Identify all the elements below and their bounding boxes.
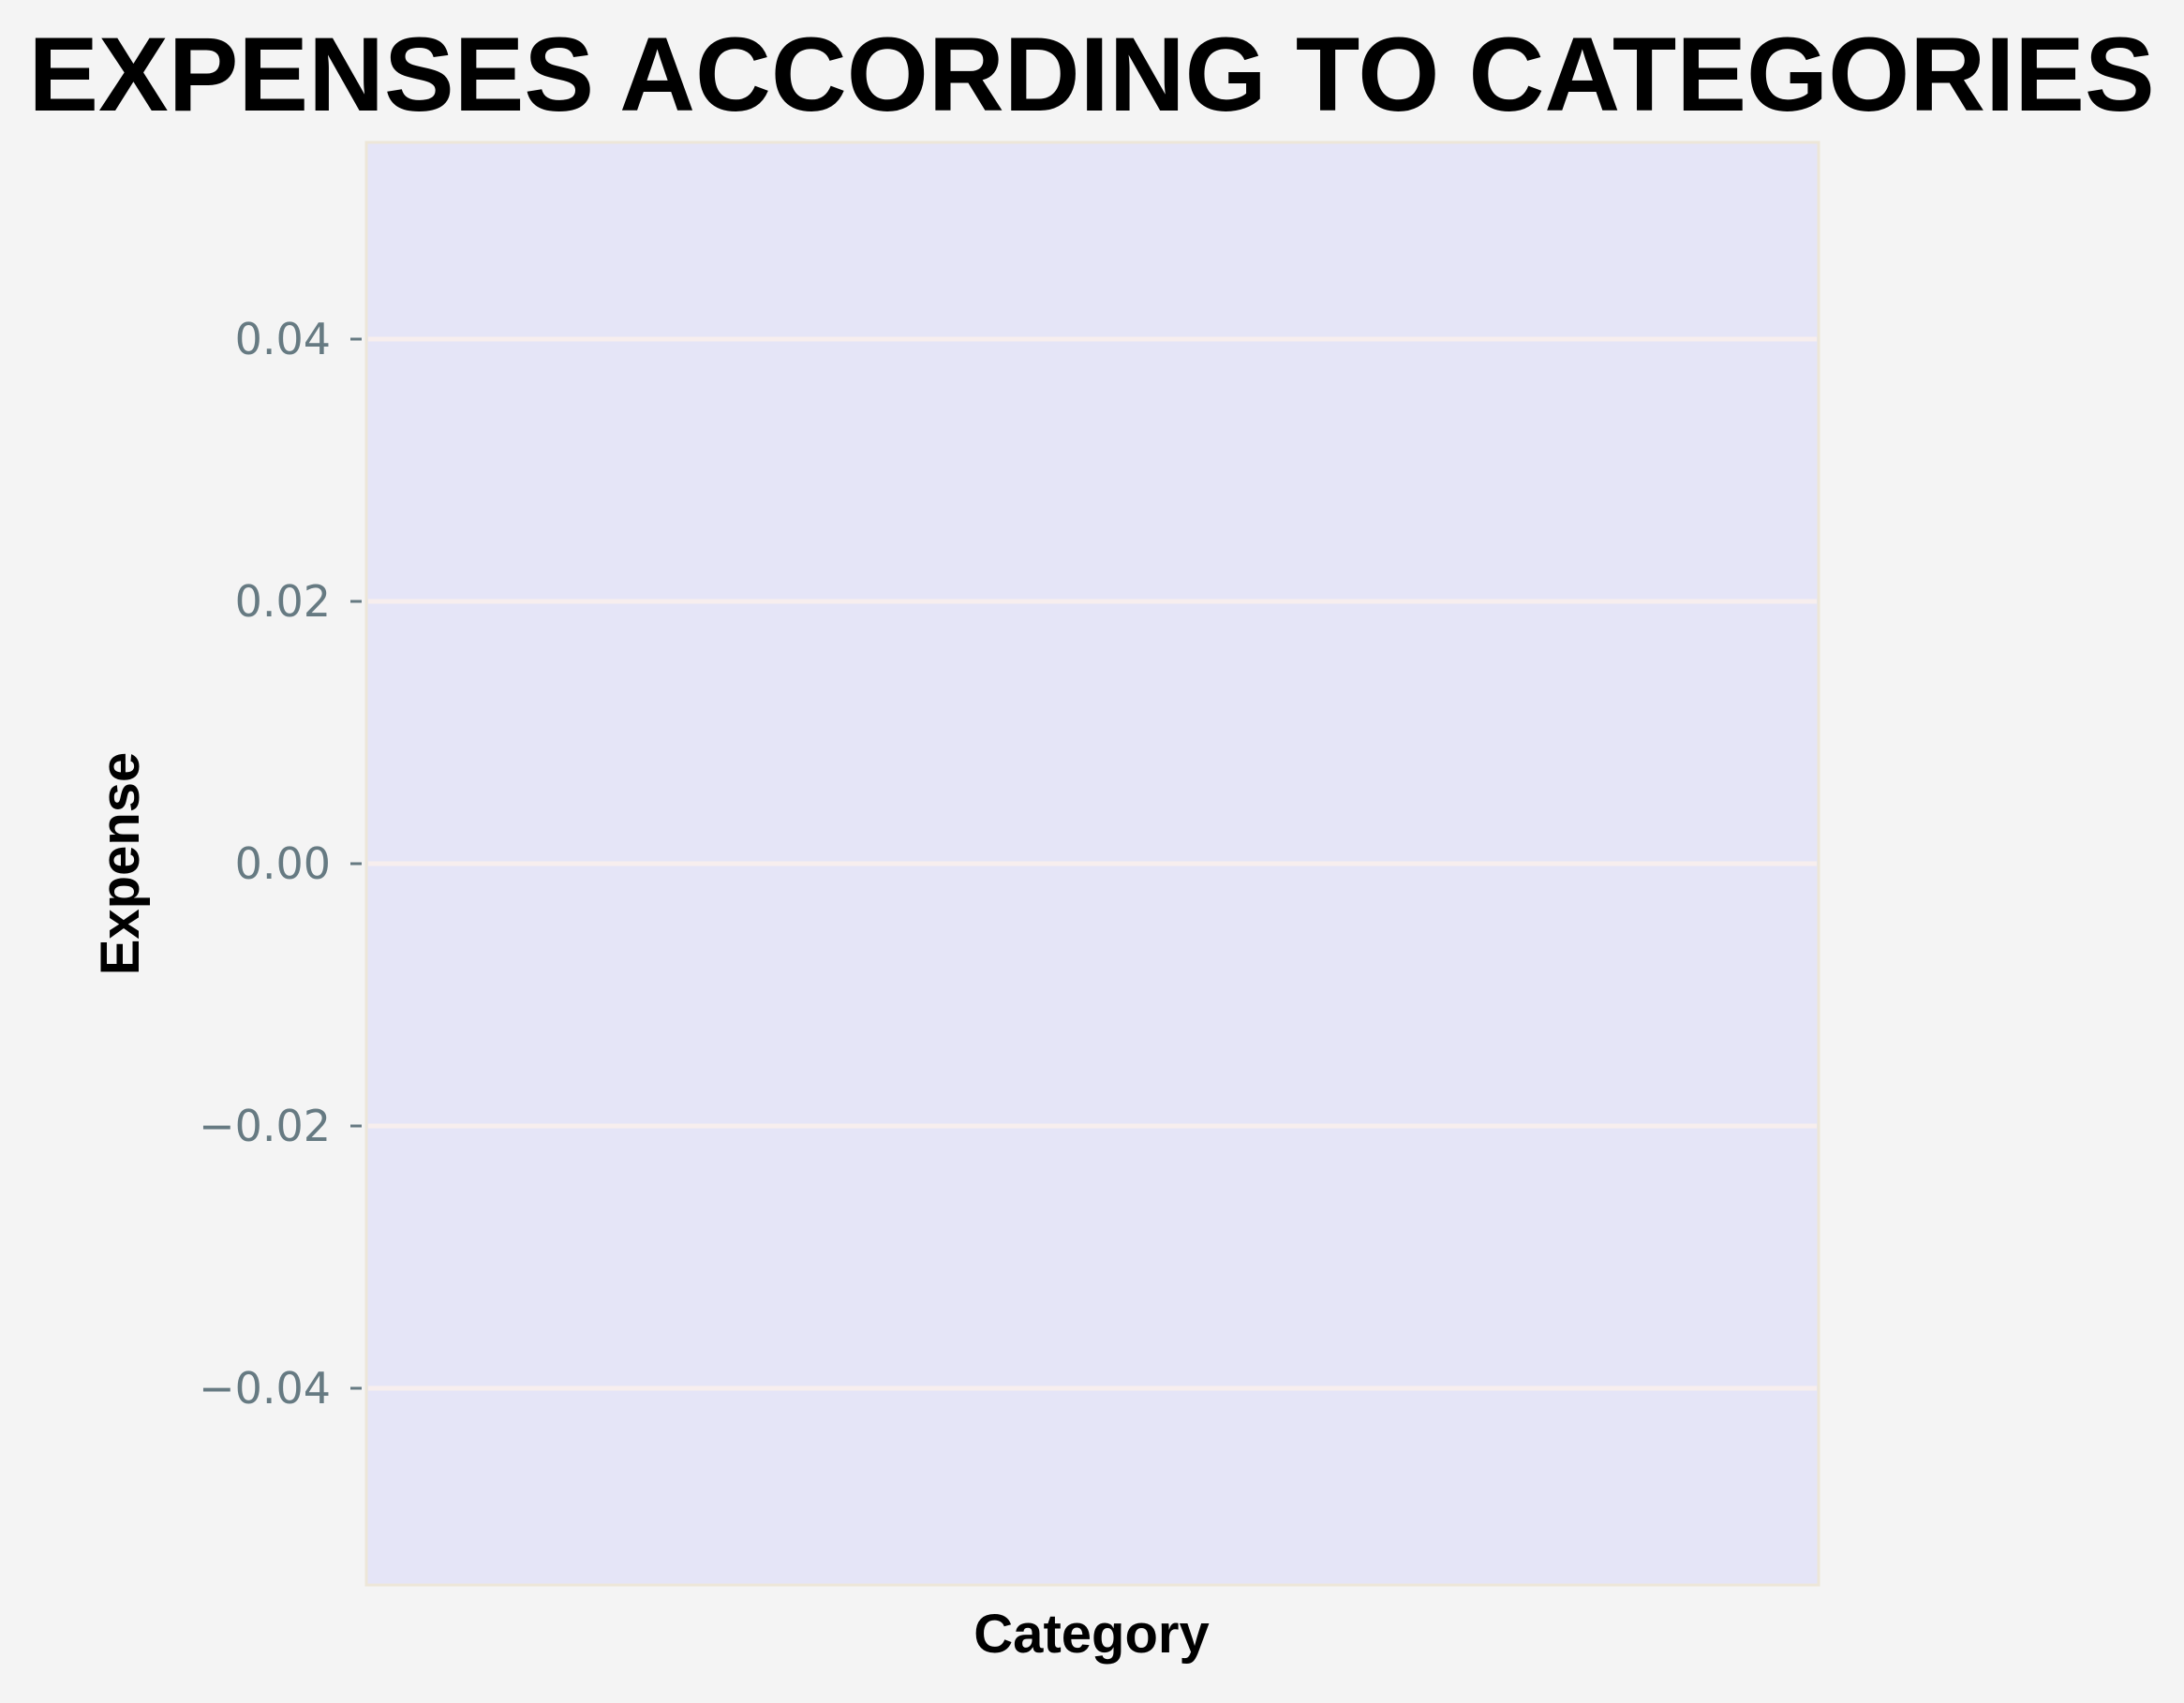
y-axis-label: Expense — [90, 752, 151, 976]
y-tick-label: −0.04 — [199, 1363, 331, 1414]
y-tick-label: 0.02 — [235, 576, 331, 627]
y-tick-label: 0.00 — [235, 838, 331, 889]
chart-title: EXPENSES ACCORDING TO CATEGORIES — [28, 16, 2154, 133]
y-tick-label: −0.02 — [199, 1101, 331, 1151]
y-tick-label: 0.04 — [235, 314, 331, 364]
y-axis-ticks: 0.04 0.02 0.00 −0.02 −0.04 — [199, 314, 362, 1414]
grid-lines — [368, 336, 1817, 1391]
x-axis-label: Category — [973, 1604, 1209, 1665]
